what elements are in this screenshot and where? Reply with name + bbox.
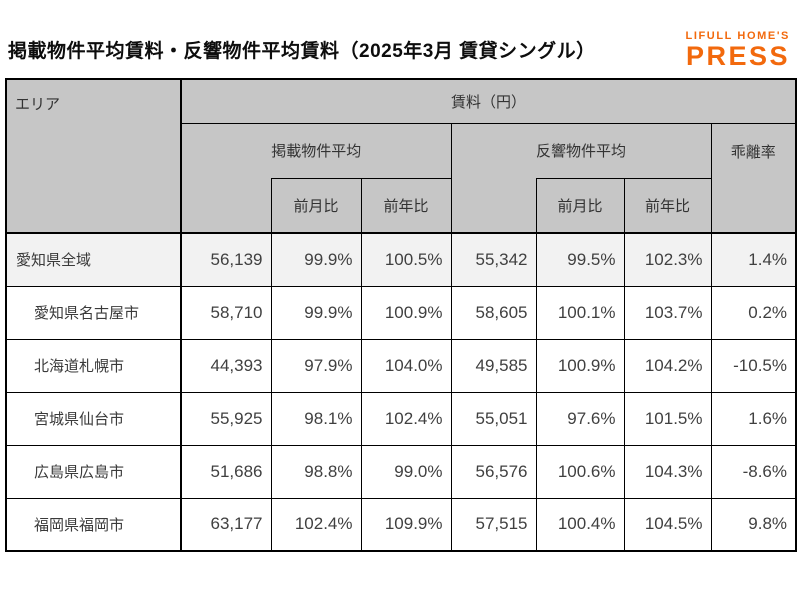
header-rent-yen: 賃料（円） <box>180 78 797 124</box>
header-response-mom: 前月比 <box>535 177 625 234</box>
cell-listed-rent: 63,177 <box>180 497 272 552</box>
cell-listed-yoy: 102.4% <box>360 391 452 446</box>
cell-area: 宮城県仙台市 <box>5 391 182 446</box>
cell-response-yoy: 104.2% <box>623 338 712 393</box>
cell-response-rent: 57,515 <box>450 497 537 552</box>
cell-deviation-rate: 1.6% <box>710 391 797 446</box>
cell-listed-mom: 97.9% <box>270 338 362 393</box>
header-row-2: 掲載物件平均 反響物件平均 乖離率 <box>6 122 797 234</box>
cell-listed-mom: 98.1% <box>270 391 362 446</box>
table-row: 北海道札幌市 44,393 97.9% 104.0% 49,585 100.9% 104.2… <box>5 338 797 393</box>
cell-response-rent: 56,576 <box>450 444 537 499</box>
header-deviation-rate: 乖離率 <box>710 122 797 234</box>
logo-lifull-homes-text: LIFULL HOME'S <box>685 30 790 42</box>
cell-listed-yoy: 99.0% <box>360 444 452 499</box>
cell-listed-mom: 99.9% <box>270 285 362 340</box>
logo-press-text: PRESS <box>685 41 790 71</box>
cell-deviation-rate: -10.5% <box>710 338 797 393</box>
table-row: 広島県広島市 51,686 98.8% 99.0% 56,576 100.6% 104.3%… <box>5 444 797 499</box>
cell-listed-yoy: 100.5% <box>360 232 452 287</box>
cell-response-rent: 55,051 <box>450 391 537 446</box>
table-row: 福岡県福岡市 63,177 102.4% 109.9% 57,515 100.4% 104.… <box>5 497 797 552</box>
cell-response-mom: 100.9% <box>535 338 625 393</box>
cell-response-yoy: 101.5% <box>623 391 712 446</box>
cell-listed-rent: 58,710 <box>180 285 272 340</box>
cell-area: 広島県広島市 <box>5 444 182 499</box>
cell-response-yoy: 104.5% <box>623 497 712 552</box>
cell-response-rent: 49,585 <box>450 338 537 393</box>
cell-listed-rent: 55,925 <box>180 391 272 446</box>
header-row-1: エリア 賃料（円） <box>5 78 797 234</box>
lifull-homes-press-logo: LIFULL HOME'S PRESS <box>686 31 791 70</box>
header-response-yoy: 前年比 <box>623 177 712 234</box>
header-response-avg: 反響物件平均 <box>450 122 712 178</box>
cell-response-rent: 58,605 <box>450 285 537 340</box>
cell-listed-yoy: 104.0% <box>360 338 452 393</box>
cell-area: 愛知県全域 <box>5 232 182 287</box>
cell-listed-mom: 98.8% <box>270 444 362 499</box>
table-row: 愛知県全域 56,139 99.9% 100.5% 55,342 99.5% 102.3% 1… <box>5 232 797 287</box>
cell-response-mom: 100.1% <box>535 285 625 340</box>
rent-table: エリア 賃料（円） 掲載物件平均 反響物件平均 乖離率 前月比 前年比 前月比 … <box>5 78 798 552</box>
cell-response-yoy: 103.7% <box>623 285 712 340</box>
cell-deviation-rate: -8.6% <box>710 444 797 499</box>
cell-deviation-rate: 9.8% <box>710 497 797 552</box>
rent-table-body: 愛知県全域 56,139 99.9% 100.5% 55,342 99.5% 102.3% 1… <box>5 232 797 552</box>
page-title: 掲載物件平均賃料・反響物件平均賃料（2025年3月 賃貸シングル） <box>8 41 596 62</box>
cell-response-mom: 99.5% <box>535 232 625 287</box>
header-listed-avg: 掲載物件平均 <box>180 122 452 178</box>
cell-deviation-rate: 1.4% <box>710 232 797 287</box>
table-row: 愛知県名古屋市 58,710 99.9% 100.9% 58,605 100.1% 103.… <box>5 285 797 340</box>
table-row: 宮城県仙台市 55,925 98.1% 102.4% 55,051 97.6% 101.5%… <box>5 391 797 446</box>
cell-listed-yoy: 109.9% <box>360 497 452 552</box>
header-listed-mom: 前月比 <box>270 177 362 234</box>
header-area: エリア <box>5 78 182 234</box>
cell-response-mom: 97.6% <box>535 391 625 446</box>
cell-listed-rent: 56,139 <box>180 232 272 287</box>
cell-deviation-rate: 0.2% <box>710 285 797 340</box>
cell-response-yoy: 104.3% <box>623 444 712 499</box>
cell-response-rent: 55,342 <box>450 232 537 287</box>
header-listed-rent-blank <box>180 178 272 234</box>
cell-listed-rent: 51,686 <box>180 444 272 499</box>
cell-response-yoy: 102.3% <box>623 232 712 287</box>
cell-listed-mom: 102.4% <box>270 497 362 552</box>
header-listed-yoy: 前年比 <box>360 177 452 234</box>
cell-area: 福岡県福岡市 <box>5 497 182 552</box>
header-row-3: 前月比 前年比 前月比 前年比 <box>6 177 796 234</box>
cell-area: 愛知県名古屋市 <box>5 285 182 340</box>
cell-area: 北海道札幌市 <box>5 338 182 393</box>
cell-response-mom: 100.4% <box>535 497 625 552</box>
cell-listed-rent: 44,393 <box>180 338 272 393</box>
cell-listed-yoy: 100.9% <box>360 285 452 340</box>
cell-response-mom: 100.6% <box>535 444 625 499</box>
header-response-rent-blank <box>450 178 537 234</box>
cell-listed-mom: 99.9% <box>270 232 362 287</box>
